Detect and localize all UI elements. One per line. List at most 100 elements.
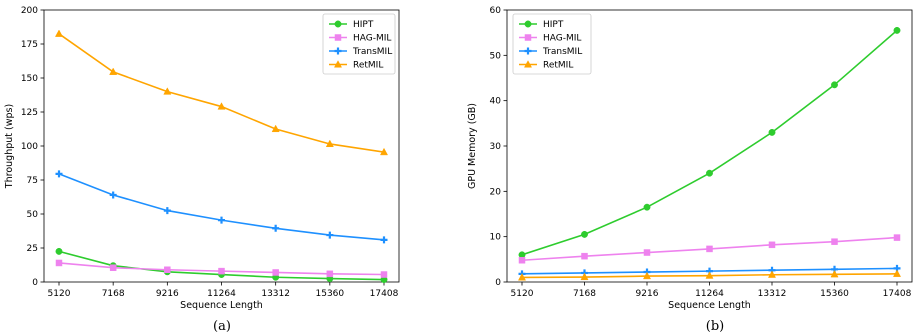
data-point	[54, 29, 64, 37]
legend-marker	[523, 60, 533, 68]
x-tick-label: 17408	[370, 289, 399, 299]
data-point	[164, 266, 171, 274]
legend-item: HAG-MIL	[329, 34, 391, 44]
data-point	[705, 271, 714, 279]
legend-marker	[524, 34, 532, 41]
y-axis-label: GPU Memory (GB)	[467, 103, 478, 189]
y-tick-label: 0	[32, 278, 38, 288]
data-point	[380, 236, 388, 244]
data-point	[643, 203, 651, 211]
data-point	[768, 241, 776, 249]
figure-caption: (b)	[706, 319, 724, 334]
data-point	[163, 207, 171, 215]
legend-label: HAG-MIL	[353, 34, 391, 44]
x-tick-label: 11264	[695, 289, 724, 299]
y-tick-label: 50	[490, 51, 502, 61]
y-tick-label: 200	[21, 6, 38, 16]
legend-label: RetMIL	[543, 61, 573, 71]
legend-marker	[334, 20, 342, 28]
legend-marker	[334, 47, 342, 55]
chart-panel-a: 0 25 50 75 100 125 150 175 200 5120 7168 9216 11264 1…	[4, 6, 400, 334]
x-axis-label: Sequence Length	[668, 300, 751, 311]
data-point	[109, 67, 118, 75]
x-tick-label: 9216	[156, 289, 179, 299]
y-tick-label: 20	[490, 187, 502, 197]
data-point	[55, 247, 63, 255]
legend-label: RetMIL	[353, 61, 383, 71]
x-axis-label: Sequence Length	[180, 300, 263, 311]
x-tick-label: 7168	[102, 289, 125, 299]
data-point	[643, 249, 651, 256]
data-point	[768, 128, 776, 136]
legend-item: HIPT	[329, 20, 374, 30]
data-point	[272, 224, 280, 232]
legend-label: TransMIL	[352, 47, 392, 57]
series-hag-mil	[55, 259, 388, 278]
legend-marker	[524, 20, 532, 28]
series-transmil	[55, 170, 388, 244]
data-point	[218, 267, 225, 275]
x-tick-label: 5120	[48, 289, 71, 299]
data-point	[380, 271, 388, 278]
x-tick-label: 13312	[758, 289, 787, 299]
data-point	[271, 124, 280, 133]
chart-panel-b: 0 10 20 30 40 50 60 5120 7168 9216 11264 13312 15360…	[467, 6, 913, 334]
data-point	[893, 234, 901, 241]
data-point	[326, 231, 334, 239]
y-tick-label: 100	[21, 142, 38, 152]
data-point	[272, 269, 279, 276]
data-point	[706, 169, 713, 177]
data-point	[830, 269, 839, 278]
data-point	[892, 269, 902, 277]
x-tick-label: 17408	[883, 289, 912, 299]
legend-label: TransMIL	[542, 47, 582, 57]
legend-item: HAG-MIL	[519, 34, 581, 44]
data-point	[831, 238, 838, 245]
x-tick-label: 15360	[820, 289, 849, 299]
legend-marker	[524, 47, 532, 55]
data-point	[109, 191, 117, 199]
x-tick-label: 15360	[316, 289, 345, 299]
y-tick-label: 150	[21, 74, 38, 84]
legend-marker	[334, 34, 342, 41]
x-tick-label: 7168	[573, 289, 596, 299]
data-point	[325, 139, 334, 148]
data-point	[581, 230, 588, 238]
y-tick-label: 40	[490, 97, 502, 107]
data-point	[642, 271, 652, 280]
y-tick-label: 25	[27, 244, 38, 254]
legend-item: HIPT	[519, 20, 564, 30]
data-point	[581, 252, 588, 260]
data-point	[580, 272, 589, 281]
data-point	[893, 26, 901, 34]
legend-box	[322, 13, 396, 75]
legend-item: TransMIL	[329, 47, 392, 57]
data-point	[518, 256, 526, 264]
data-point	[109, 264, 117, 271]
series-line	[58, 173, 385, 241]
x-tick-label: 9216	[636, 289, 659, 299]
legend: HIPT HAG-MIL TransMIL RetMIL	[512, 13, 592, 75]
legend-item: RetMIL	[519, 60, 573, 71]
y-tick-label: 75	[27, 176, 38, 186]
data-point	[55, 259, 63, 267]
y-tick-label: 125	[21, 108, 38, 118]
legend: HIPT HAG-MIL TransMIL RetMIL	[322, 13, 396, 75]
x-tick-label: 5120	[511, 289, 534, 299]
data-point	[163, 87, 172, 95]
y-tick-label: 50	[27, 210, 39, 220]
figure-caption: (a)	[213, 319, 231, 334]
legend-box	[512, 13, 592, 75]
legend-item: RetMIL	[329, 60, 383, 71]
series-retmil	[517, 269, 902, 281]
data-point	[55, 170, 63, 178]
y-tick-label: 175	[21, 40, 38, 50]
data-point	[767, 270, 777, 278]
data-point	[706, 245, 713, 253]
legend-marker	[333, 60, 343, 68]
y-tick-label: 30	[490, 142, 502, 152]
x-tick-label: 11264	[207, 289, 236, 299]
data-point	[831, 81, 838, 89]
series-hag-mil	[518, 234, 901, 264]
y-axis-label: Throughput (wps)	[4, 104, 15, 189]
